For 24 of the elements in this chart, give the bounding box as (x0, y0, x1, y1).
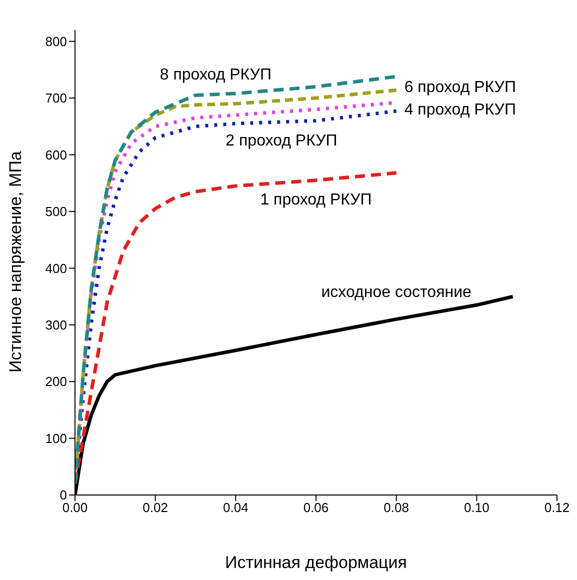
series-label: исходное состояние (321, 284, 472, 302)
x-tick-label: 0.08 (384, 500, 409, 516)
x-tick-label: 0.04 (223, 500, 248, 516)
series-label: 8 проход РКУП (160, 66, 272, 84)
series-label: 1 проход РКУП (260, 191, 372, 208)
y-tick-label: 400 (45, 260, 67, 276)
y-tick-label: 700 (45, 90, 67, 106)
x-tick-label: 0.00 (62, 500, 88, 516)
series-label: 2 проход РКУП (226, 132, 338, 150)
y-axis-title: Истинное напряжение, МПа (6, 150, 26, 372)
x-tick-label: 0.12 (544, 500, 570, 516)
x-axis-title: Истинная деформация (224, 553, 408, 572)
y-tick-label: 600 (45, 147, 67, 162)
y-tick-label: 0 (60, 488, 67, 503)
x-tick-label: 0.10 (464, 500, 490, 516)
y-tick-label: 800 (45, 34, 67, 49)
y-tick-label: 500 (45, 204, 67, 220)
y-tick-label: 200 (45, 374, 67, 390)
series-label: 4 проход РКУП (404, 102, 516, 119)
y-tick-label: 300 (45, 317, 67, 332)
x-tick-label: 0.06 (303, 500, 329, 516)
series-label: 6 проход РКУП (404, 79, 516, 96)
x-tick-label: 0.02 (142, 500, 168, 516)
y-tick-label: 100 (45, 430, 67, 446)
